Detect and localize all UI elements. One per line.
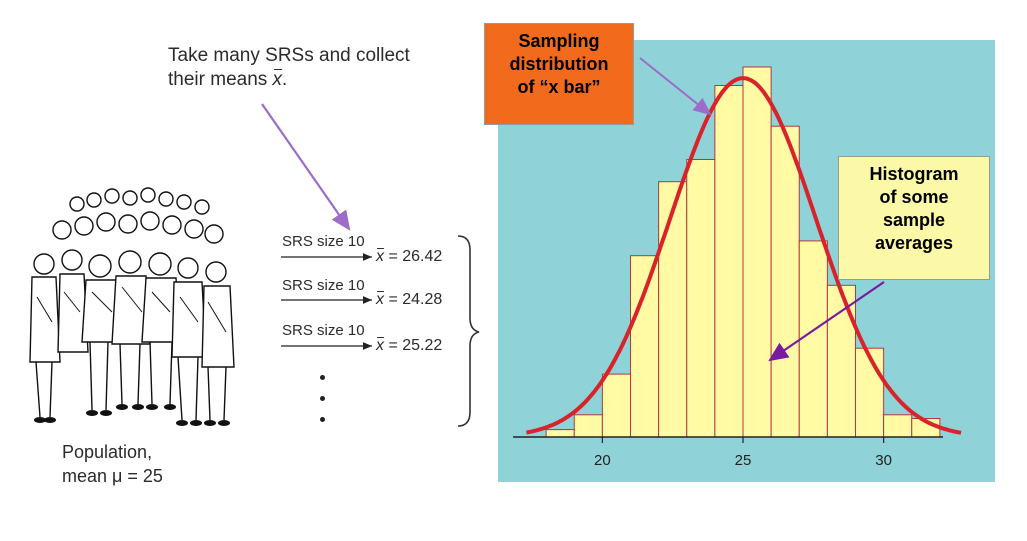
histogram-bar <box>770 125 800 438</box>
right-brace <box>457 235 480 427</box>
histogram-callout-line-3: sample <box>882 210 946 230</box>
histogram-callout-line-4: averages <box>874 233 954 253</box>
sampling-instruction-text: Take many SRSs and collect their means x… <box>168 44 410 92</box>
ellipsis-dot-3 <box>320 417 325 422</box>
histogram-bar <box>601 373 631 438</box>
sample-2-mean: x = 24.28 <box>376 291 443 308</box>
x-tick-label: 30 <box>875 452 892 469</box>
population-line-1: Population, <box>62 442 153 462</box>
histogram-callout-line-2: of some <box>879 187 949 207</box>
sampling-callout-line-3: of “x bar” <box>517 77 601 97</box>
histogram-bar <box>573 414 603 438</box>
histogram-bar <box>658 181 688 438</box>
histogram-bar <box>714 85 744 438</box>
population-label: Population, mean μ = 25 <box>62 440 163 488</box>
histogram-bar <box>826 284 856 438</box>
sampling-callout-line-2: distribution <box>509 54 609 74</box>
caption-line-1: Take many SRSs and collect <box>168 45 410 66</box>
histogram-bar <box>742 66 772 438</box>
histogram-bar <box>798 240 828 438</box>
sample-3-label: SRS size 10 <box>282 322 365 339</box>
sample-1-mean: x = 26.42 <box>376 248 443 265</box>
sample-2-label: SRS size 10 <box>282 277 365 294</box>
ellipsis-dot-1 <box>320 375 325 380</box>
histogram-callout: Histogram of some sample averages <box>838 156 990 280</box>
caption-arrow <box>261 103 351 231</box>
x-tick-label: 25 <box>735 452 752 469</box>
histogram-bar <box>686 159 716 438</box>
x-bar-symbol: x <box>272 69 283 90</box>
normal-curve <box>526 76 962 435</box>
crowd-of-people-illustration <box>29 187 235 426</box>
x-tick-label: 20 <box>594 452 611 469</box>
ellipsis-dot-2 <box>320 396 325 401</box>
population-mean: mean μ = 25 <box>62 466 163 486</box>
caption-line-2: their means x. <box>168 69 288 90</box>
sampling-distribution-callout: Sampling distribution of “x bar” <box>484 23 634 125</box>
sampling-callout-line-1: Sampling <box>518 31 600 51</box>
sample-1-label: SRS size 10 <box>282 233 365 250</box>
histogram-callout-line-1: Histogram <box>869 164 959 184</box>
sample-3-mean: x = 25.22 <box>376 337 443 354</box>
histogram-bar <box>545 429 575 438</box>
histogram-bar <box>630 255 660 438</box>
histogram-bar <box>883 414 913 438</box>
histogram-bar <box>855 347 885 438</box>
